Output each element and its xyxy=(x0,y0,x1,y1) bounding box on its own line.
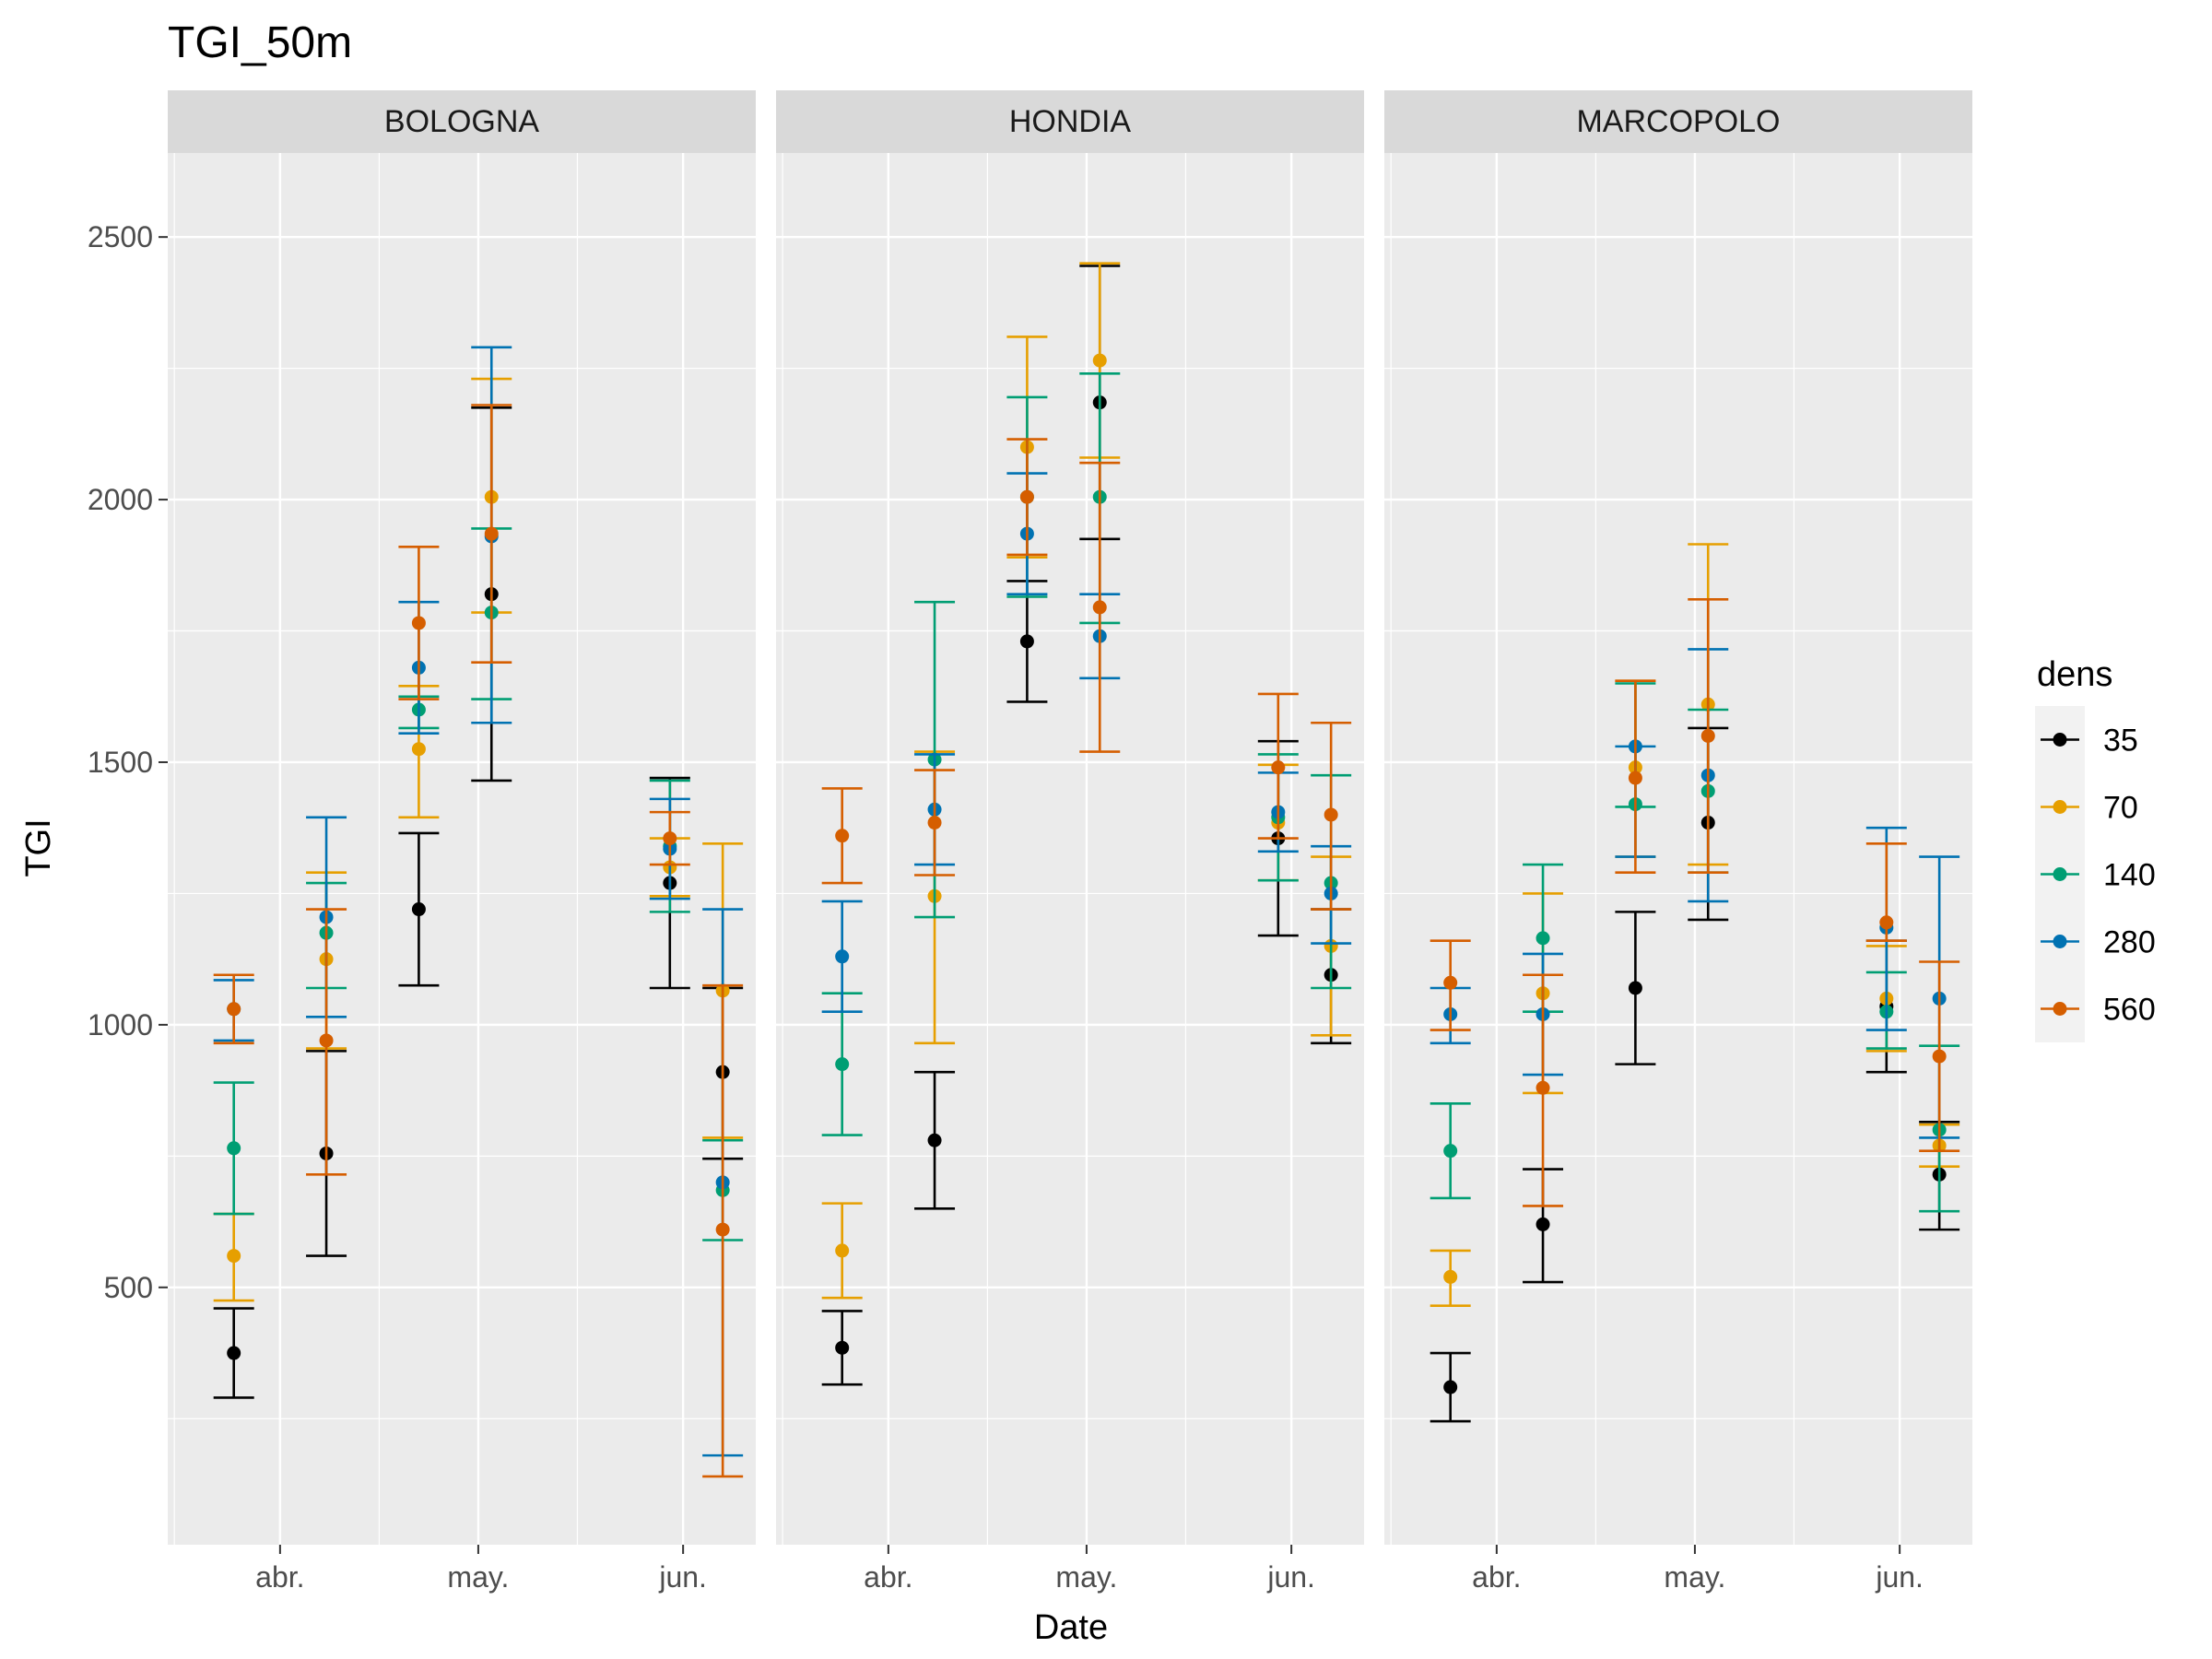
legend-item-280: 280 xyxy=(2041,925,2156,960)
data-point xyxy=(1628,981,1642,995)
data-point xyxy=(1092,600,1107,615)
data-point xyxy=(319,1033,334,1048)
data-point xyxy=(1443,1269,1458,1284)
panel-background xyxy=(776,153,1364,1545)
x-tick-label: abr. xyxy=(864,1560,912,1594)
legend-key-point xyxy=(2053,1002,2067,1016)
data-point xyxy=(1019,489,1034,504)
data-point xyxy=(1879,915,1894,930)
x-tick-label: jun. xyxy=(1875,1560,1924,1594)
legend-key-point xyxy=(2053,867,2067,881)
facet-label: HONDIA xyxy=(1009,104,1132,139)
y-tick-label: 2500 xyxy=(88,220,153,253)
x-tick-label: may. xyxy=(1055,1560,1117,1594)
legend-key-point xyxy=(2053,800,2067,814)
data-point xyxy=(1092,353,1107,368)
series-560 xyxy=(821,438,1352,911)
data-point xyxy=(1443,975,1458,990)
data-point xyxy=(1019,634,1034,649)
legend-title: dens xyxy=(2037,655,2112,694)
x-tick-label: abr. xyxy=(1472,1560,1521,1594)
data-point xyxy=(715,1222,730,1237)
legend-label: 140 xyxy=(2103,858,2156,893)
facet-strip xyxy=(168,90,756,153)
data-point xyxy=(663,831,677,846)
facet-panel-marcopolo: MARCOPOLO abr. may. jun. xyxy=(1384,90,1972,1594)
y-tick-label: 1000 xyxy=(88,1008,153,1041)
legend-label: 280 xyxy=(2103,925,2156,960)
y-tick-label: 1500 xyxy=(88,746,153,779)
data-point xyxy=(1443,1144,1458,1159)
panel-background xyxy=(168,153,756,1545)
data-point xyxy=(835,1057,850,1072)
facet-label: MARCOPOLO xyxy=(1576,104,1780,139)
legend-item-70: 70 xyxy=(2041,791,2138,826)
legend-key-point xyxy=(2053,935,2067,948)
y-tick-label: 2000 xyxy=(88,483,153,516)
panel-background xyxy=(1384,153,1972,1545)
data-point xyxy=(411,742,426,757)
legend-item-560: 560 xyxy=(2041,993,2156,1028)
data-point xyxy=(835,829,850,843)
chart-title: TGI_50m xyxy=(168,18,352,67)
x-tick-label: may. xyxy=(447,1560,509,1594)
x-tick-label: jun. xyxy=(658,1560,707,1594)
y-axis-title: TGI xyxy=(19,818,58,877)
legend-label: 560 xyxy=(2103,993,2156,1028)
data-point xyxy=(227,1249,241,1264)
series-560 xyxy=(213,404,744,1478)
data-point xyxy=(835,1243,850,1258)
x-tick-label: abr. xyxy=(255,1560,304,1594)
data-point xyxy=(835,1340,850,1355)
data-point xyxy=(1700,728,1715,743)
data-point xyxy=(1932,1049,1947,1064)
data-point xyxy=(1535,1080,1550,1095)
series-560 xyxy=(1430,598,1960,1207)
data-point xyxy=(927,1133,942,1147)
legend-key-point xyxy=(2053,733,2067,747)
data-point xyxy=(835,949,850,964)
x-axis-title: Date xyxy=(1034,1608,1108,1647)
data-point xyxy=(1535,931,1550,946)
data-point xyxy=(1324,807,1338,822)
data-point xyxy=(927,816,942,830)
facet-strip xyxy=(776,90,1364,153)
y-axis: 500 1000 1500 2000 2500 xyxy=(88,220,168,1304)
x-tick-label: jun. xyxy=(1266,1560,1315,1594)
legend: dens 35 70 140 280 560 xyxy=(2035,655,2156,1042)
x-tick-label: may. xyxy=(1664,1560,1725,1594)
facet-strip xyxy=(1384,90,1972,153)
legend-item-140: 140 xyxy=(2041,858,2156,893)
data-point xyxy=(227,1002,241,1017)
data-point xyxy=(1535,1217,1550,1231)
facet-panel-bologna: BOLOGNA abr. may. jun. xyxy=(168,90,756,1594)
data-point xyxy=(411,902,426,917)
legend-label: 35 xyxy=(2103,724,2138,759)
legend-item-35: 35 xyxy=(2041,724,2138,759)
data-point xyxy=(1443,1380,1458,1394)
facet-panel-hondia: HONDIA abr. may. jun. xyxy=(776,90,1364,1594)
legend-label: 70 xyxy=(2103,791,2138,826)
data-point xyxy=(1628,771,1642,785)
data-point xyxy=(227,1346,241,1360)
data-point xyxy=(1271,760,1286,775)
y-tick-label: 500 xyxy=(104,1271,153,1304)
data-point xyxy=(484,526,499,541)
data-point xyxy=(411,616,426,630)
facet-label: BOLOGNA xyxy=(384,104,539,139)
data-point xyxy=(227,1141,241,1156)
